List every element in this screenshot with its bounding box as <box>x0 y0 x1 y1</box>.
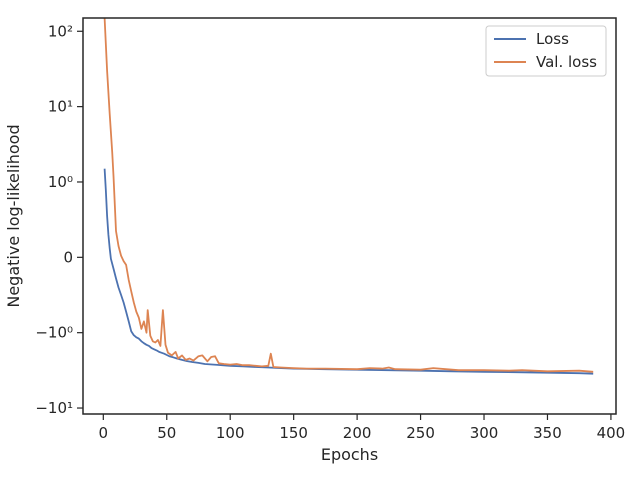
y-tick-label: 10² <box>48 22 73 40</box>
y-tick-label: 0 <box>63 248 73 266</box>
x-tick-label: 400 <box>597 424 626 442</box>
y-axis-label: Negative log-likelihood <box>4 124 23 307</box>
x-axis-label: Epochs <box>321 445 378 464</box>
x-tick-label: 50 <box>157 424 176 442</box>
tick-group: 0 50 100 150 200 250 300 350 400 −10¹ −10⁰ 0 10⁰ 10¹ 1… <box>35 22 625 442</box>
x-tick-label: 0 <box>99 424 109 442</box>
legend: Loss Val. loss <box>485 25 607 77</box>
series-group <box>103 18 594 375</box>
x-tick-label: 200 <box>343 424 372 442</box>
x-tick-label: 100 <box>216 424 245 442</box>
y-tick-label: −10¹ <box>35 399 73 417</box>
series-line-loss <box>103 168 594 375</box>
legend-label-val-loss: Val. loss <box>536 53 597 71</box>
y-tick-label: 10¹ <box>48 98 73 116</box>
x-tick-label: 150 <box>279 424 308 442</box>
y-tick-label: −10⁰ <box>35 324 73 342</box>
legend-label-loss: Loss <box>536 30 569 48</box>
y-tick-label: 10⁰ <box>48 173 73 191</box>
x-tick-label: 250 <box>406 424 435 442</box>
plot-frame <box>82 17 617 415</box>
x-tick-label: 300 <box>470 424 499 442</box>
x-tick-label: 350 <box>533 424 562 442</box>
series-line-val-loss <box>103 18 594 373</box>
